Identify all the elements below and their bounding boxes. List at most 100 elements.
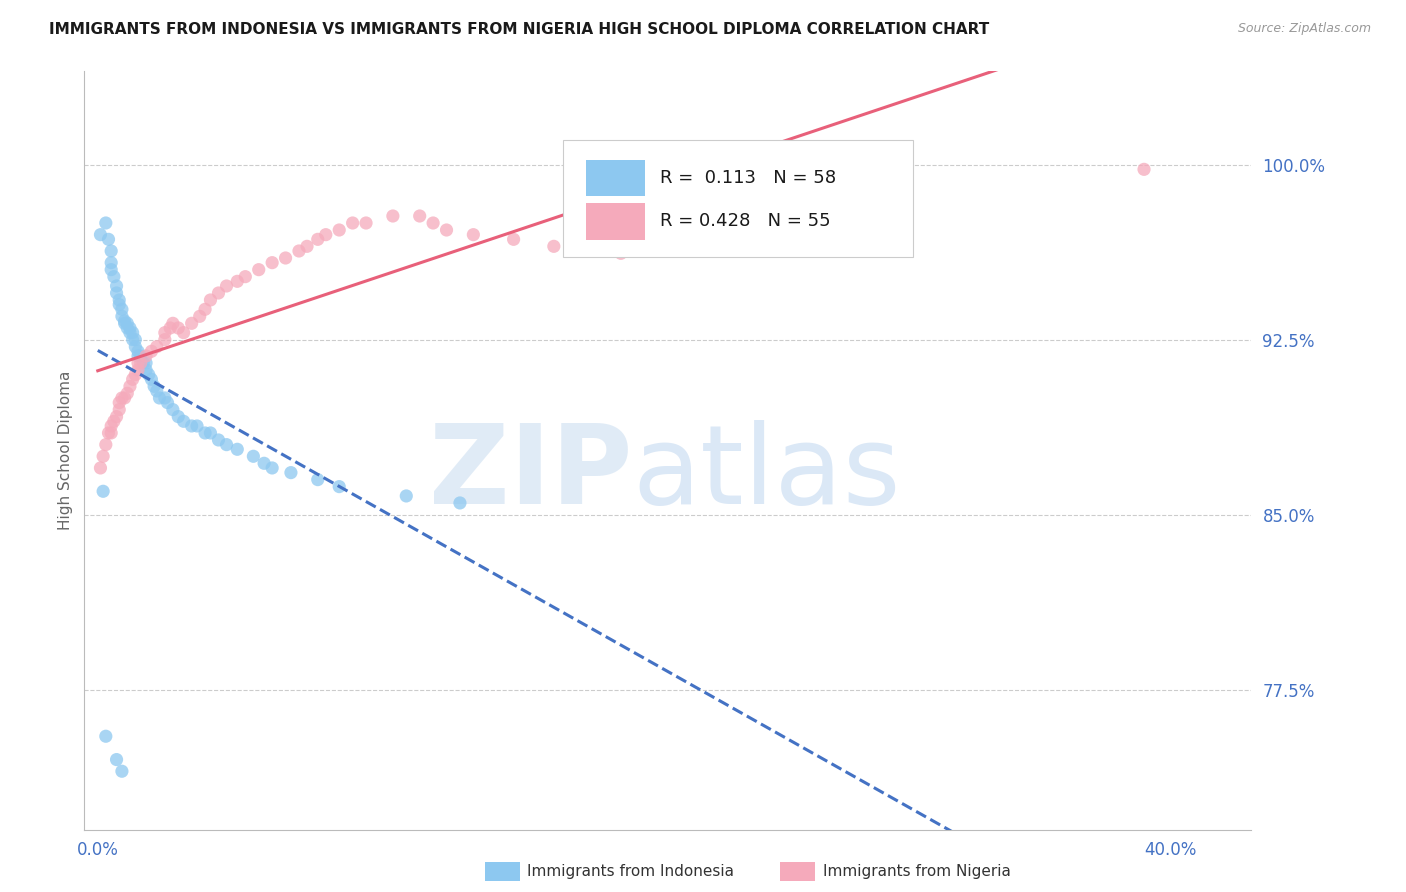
Point	[543, 239, 565, 253]
Point	[100, 419, 122, 434]
Point	[262, 461, 284, 475]
Point	[114, 316, 136, 330]
Point	[226, 274, 249, 288]
Point	[215, 437, 238, 451]
Point	[173, 414, 195, 428]
Text: Immigrants from Indonesia: Immigrants from Indonesia	[527, 864, 734, 879]
Point	[194, 302, 217, 317]
Point	[207, 433, 229, 447]
Point	[105, 409, 128, 424]
Point	[395, 489, 418, 503]
Point	[129, 356, 152, 370]
Point	[148, 391, 170, 405]
Point	[105, 753, 128, 767]
Point	[280, 466, 302, 480]
Point	[108, 402, 131, 417]
Point	[180, 316, 202, 330]
Text: Source: ZipAtlas.com: Source: ZipAtlas.com	[1237, 22, 1371, 36]
Point	[141, 372, 163, 386]
Point	[108, 293, 131, 307]
Point	[146, 340, 169, 354]
Point	[124, 340, 146, 354]
Point	[156, 395, 179, 409]
Point	[103, 414, 125, 428]
Point	[135, 363, 157, 377]
Point	[108, 298, 131, 312]
Point	[328, 480, 350, 494]
Point	[207, 285, 229, 300]
Point	[121, 326, 143, 340]
Point	[449, 496, 471, 510]
FancyBboxPatch shape	[586, 160, 644, 196]
Point	[89, 227, 111, 242]
Point	[409, 209, 432, 223]
Text: R = 0.428   N = 55: R = 0.428 N = 55	[659, 212, 831, 230]
Point	[111, 310, 134, 324]
Point	[121, 372, 143, 386]
Point	[94, 729, 117, 743]
Point	[111, 764, 134, 779]
Text: R =  0.113   N = 58: R = 0.113 N = 58	[659, 169, 835, 187]
Point	[97, 232, 120, 246]
Point	[111, 391, 134, 405]
Point	[118, 321, 141, 335]
Point	[91, 484, 114, 499]
Point	[132, 356, 155, 370]
Point	[100, 244, 122, 258]
Point	[138, 368, 160, 382]
Point	[129, 349, 152, 363]
Point	[463, 227, 485, 242]
Point	[180, 419, 202, 434]
Point	[253, 456, 276, 470]
Point	[103, 269, 125, 284]
Point	[610, 246, 633, 260]
Point	[215, 279, 238, 293]
Point	[127, 344, 149, 359]
Point	[100, 262, 122, 277]
Point	[162, 402, 184, 417]
Point	[118, 326, 141, 340]
Point	[194, 425, 217, 440]
Point	[118, 379, 141, 393]
Point	[114, 314, 136, 328]
Text: IMMIGRANTS FROM INDONESIA VS IMMIGRANTS FROM NIGERIA HIGH SCHOOL DIPLOMA CORRELA: IMMIGRANTS FROM INDONESIA VS IMMIGRANTS …	[49, 22, 990, 37]
Point	[288, 244, 311, 258]
Point	[105, 279, 128, 293]
Text: atlas: atlas	[633, 420, 901, 526]
Point	[167, 321, 190, 335]
Point	[153, 391, 176, 405]
Point	[97, 425, 120, 440]
Point	[328, 223, 350, 237]
Point	[354, 216, 377, 230]
FancyBboxPatch shape	[562, 139, 912, 257]
Text: Immigrants from Nigeria: Immigrants from Nigeria	[823, 864, 1011, 879]
Point	[89, 461, 111, 475]
Point	[108, 395, 131, 409]
Point	[381, 209, 404, 223]
Point	[135, 356, 157, 370]
Point	[111, 302, 134, 317]
Point	[162, 316, 184, 330]
Point	[135, 349, 157, 363]
Point	[127, 349, 149, 363]
Point	[159, 321, 181, 335]
Point	[94, 216, 117, 230]
Point	[117, 321, 139, 335]
Point	[124, 333, 146, 347]
Point	[127, 356, 149, 370]
Point	[188, 310, 211, 324]
Point	[247, 262, 270, 277]
FancyBboxPatch shape	[586, 203, 644, 240]
Point	[91, 450, 114, 464]
Point	[105, 285, 128, 300]
Point	[342, 216, 364, 230]
Point	[121, 333, 143, 347]
Point	[233, 269, 256, 284]
Point	[422, 216, 444, 230]
Point	[117, 386, 139, 401]
Point	[262, 255, 284, 269]
Point	[295, 239, 318, 253]
Point	[117, 316, 139, 330]
Point	[436, 223, 458, 237]
Point	[186, 419, 208, 434]
